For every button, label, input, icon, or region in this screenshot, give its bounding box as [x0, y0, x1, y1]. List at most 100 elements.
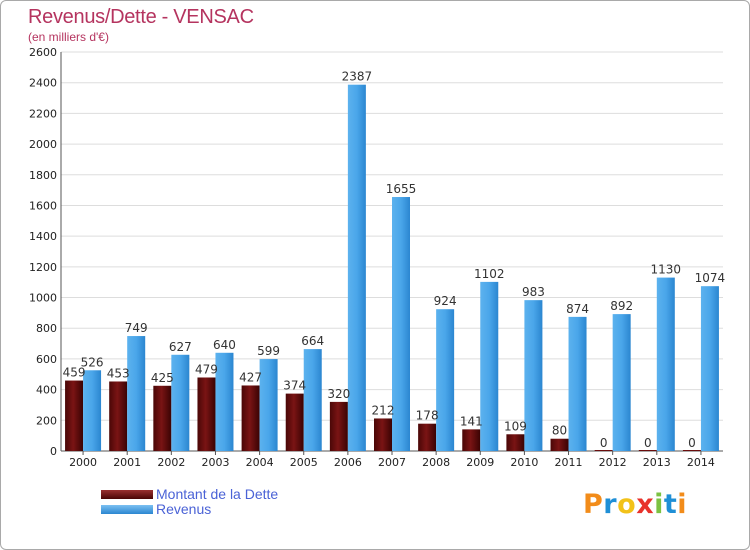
bar-revenue	[524, 300, 543, 451]
x-tick-label: 2001	[113, 456, 141, 469]
data-label-revenue: 599	[257, 344, 280, 358]
data-label-revenue: 892	[610, 299, 633, 313]
bar-debt	[329, 401, 348, 451]
x-tick-label: 2014	[687, 456, 715, 469]
x-tick-label: 2004	[246, 456, 274, 469]
logo-letter: P	[583, 489, 604, 520]
bar-revenue	[436, 309, 455, 451]
y-tick-label: 2400	[29, 77, 57, 90]
data-label-revenue: 640	[213, 338, 236, 352]
data-label-debt: 453	[107, 366, 130, 380]
legend-swatch-debt	[101, 490, 153, 499]
data-label-debt: 374	[283, 379, 306, 393]
bar-revenue	[83, 370, 102, 451]
chart-title: Revenus/Dette - VENSAC	[28, 6, 254, 28]
x-tick-label: 2008	[422, 456, 450, 469]
y-tick-label: 400	[36, 384, 57, 397]
bar-revenue	[127, 336, 146, 451]
bar-debt	[109, 381, 128, 451]
data-label-revenue: 983	[522, 285, 545, 299]
y-tick-label: 1200	[29, 261, 57, 274]
x-tick-label: 2005	[290, 456, 318, 469]
bar-debt	[550, 438, 569, 451]
data-label-revenue: 526	[81, 355, 104, 369]
data-label-revenue: 749	[125, 321, 148, 335]
y-tick-label: 200	[36, 414, 57, 427]
bar-debt	[241, 385, 260, 451]
bar-debt	[506, 434, 525, 451]
data-label-debt: 141	[460, 414, 483, 428]
logo-letter: o	[617, 489, 637, 520]
y-tick-label: 600	[36, 353, 57, 366]
y-tick-label: 2600	[29, 46, 57, 59]
bar-revenue	[215, 352, 234, 451]
data-label-revenue: 627	[169, 340, 192, 354]
x-tick-label: 2012	[599, 456, 627, 469]
data-label-debt: 178	[416, 409, 439, 423]
x-tick-label: 2013	[643, 456, 671, 469]
x-tick-label: 2007	[378, 456, 406, 469]
data-label-debt: 0	[688, 436, 696, 450]
bar-debt	[374, 418, 392, 451]
data-label-revenue: 2387	[342, 70, 373, 84]
bar-revenue	[700, 286, 719, 451]
data-label-revenue: 874	[566, 302, 589, 316]
data-label-revenue: 664	[301, 334, 324, 348]
x-tick-label: 2010	[510, 456, 538, 469]
y-tick-label: 2000	[29, 138, 57, 151]
y-tick-label: 1000	[29, 292, 57, 305]
y-tick-label: 2200	[29, 107, 57, 120]
x-tick-label: 2011	[555, 456, 583, 469]
x-tick-label: 2009	[466, 456, 494, 469]
y-tick-label: 1800	[29, 169, 57, 182]
data-label-debt: 320	[327, 387, 350, 401]
x-tick-label: 2002	[157, 456, 185, 469]
y-tick-label: 800	[36, 322, 57, 335]
data-label-debt: 479	[195, 362, 218, 376]
legend-label-revenue: Revenus	[156, 501, 212, 517]
y-tick-label: 1400	[29, 230, 57, 243]
bar-debt	[153, 385, 172, 451]
logo-letter: t	[663, 489, 678, 520]
bar-revenue	[347, 84, 366, 451]
legend-label-debt: Montant de la Dette	[156, 486, 279, 502]
bar-debt	[462, 429, 481, 451]
data-label-debt: 212	[372, 403, 395, 417]
y-tick-label: 0	[50, 445, 57, 458]
x-tick-label: 2006	[334, 456, 362, 469]
data-label-revenue: 1074	[695, 271, 726, 285]
bar-debt-zero	[638, 450, 657, 451]
data-label-revenue: 1130	[651, 263, 682, 277]
data-label-debt: 109	[504, 419, 527, 433]
data-label-revenue: 1102	[474, 267, 505, 281]
data-label-debt: 0	[644, 436, 652, 450]
bar-debt	[418, 423, 437, 451]
data-label-debt: 459	[63, 366, 86, 380]
bar-debt	[285, 393, 304, 451]
bar-debt-zero	[594, 450, 613, 451]
legend-swatch-revenue	[101, 505, 153, 514]
bar-revenue	[480, 281, 499, 451]
bar-revenue	[392, 197, 410, 451]
bar-revenue	[171, 354, 190, 451]
bar-debt-zero	[682, 450, 701, 451]
proxiti-logo: Proxiti	[583, 489, 687, 520]
bar-revenue	[656, 277, 675, 451]
data-label-debt: 0	[600, 436, 608, 450]
y-tick-label: 1600	[29, 199, 57, 212]
logo-letter: i	[677, 489, 688, 520]
logo-letter: x	[636, 489, 655, 520]
data-label-revenue: 1655	[386, 182, 417, 196]
logo-letter: r	[603, 489, 618, 520]
x-tick-label: 2003	[201, 456, 229, 469]
data-label-debt: 427	[239, 370, 262, 384]
bar-revenue	[568, 316, 587, 451]
bar-revenue	[259, 359, 278, 451]
chart-subtitle: (en milliers d'€)	[28, 30, 109, 44]
bar-revenue	[303, 349, 322, 451]
data-label-revenue: 924	[434, 294, 457, 308]
bar-debt	[65, 380, 84, 451]
data-label-debt: 80	[552, 424, 567, 438]
